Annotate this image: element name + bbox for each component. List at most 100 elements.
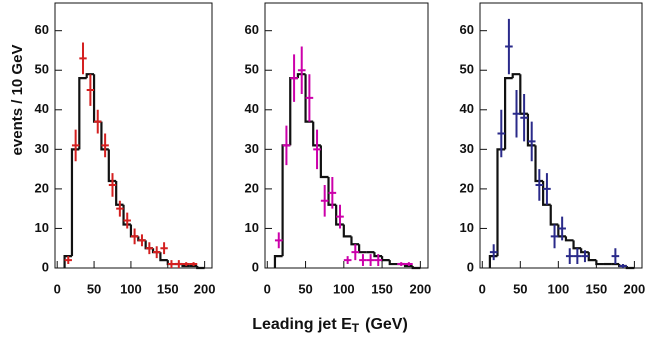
- histogram-bin: [159, 252, 168, 262]
- histogram-bin: [312, 121, 321, 147]
- y-tick-label: 30: [460, 141, 474, 156]
- y-tick-label: 40: [35, 101, 49, 116]
- y-tick-label: 40: [460, 101, 474, 116]
- y-tick-label: 50: [460, 62, 474, 77]
- data-point: [145, 242, 154, 255]
- histogram-bin: [373, 252, 383, 258]
- y-tick-label: 10: [35, 220, 49, 235]
- histogram-bin: [572, 240, 582, 250]
- data-point: [489, 244, 498, 261]
- histogram-bin: [519, 74, 528, 115]
- histogram-bin: [549, 204, 559, 226]
- histogram-bin: [122, 204, 131, 226]
- histogram-bin: [488, 255, 498, 268]
- data-point: [343, 256, 352, 265]
- histogram-bin: [78, 77, 87, 150]
- histogram-bin: [496, 148, 506, 257]
- histogram-bin: [350, 236, 360, 246]
- data-point: [64, 256, 72, 265]
- data-point: [397, 262, 406, 267]
- data-point: [320, 184, 329, 217]
- x-tick-label: 150: [586, 281, 608, 296]
- data-point: [520, 93, 528, 142]
- y-tick-label: 60: [460, 22, 474, 37]
- histogram-bin: [100, 121, 109, 151]
- data-point: [86, 74, 95, 106]
- y-tick-label: 30: [245, 141, 259, 156]
- histogram-bin: [564, 236, 574, 242]
- data-point: [328, 177, 337, 209]
- data-point: [619, 264, 627, 268]
- data-point: [274, 232, 283, 249]
- histogram-bin: [503, 77, 513, 150]
- x-tick-label: 200: [624, 281, 646, 296]
- x-tick-label: 0: [54, 281, 61, 296]
- y-tick-label: 50: [245, 62, 259, 77]
- histogram-bin: [580, 248, 589, 254]
- x-tick-label: 50: [87, 281, 101, 296]
- histogram-bin: [587, 252, 597, 262]
- data-point: [290, 54, 298, 102]
- histogram-bin: [304, 74, 314, 123]
- x-tick-label: 200: [194, 281, 216, 296]
- x-tick-label: 100: [333, 281, 355, 296]
- data-point: [573, 248, 582, 265]
- data-point: [167, 260, 176, 268]
- histogram-bin: [358, 244, 367, 254]
- x-tick-label: 0: [479, 281, 486, 296]
- data-point: [189, 262, 198, 267]
- data-point: [305, 74, 314, 122]
- data-point: [611, 248, 620, 265]
- plot-frame: [479, 2, 643, 269]
- y-tick-label: 60: [35, 22, 49, 37]
- data-point: [297, 46, 306, 94]
- plot-frame: [264, 2, 429, 269]
- histogram-bin: [388, 260, 398, 266]
- histogram-bin: [296, 73, 306, 79]
- x-tick-label: 50: [513, 281, 527, 296]
- data-point: [581, 250, 589, 263]
- data-point: [71, 129, 80, 162]
- data-point: [550, 224, 559, 249]
- data-point: [313, 129, 321, 170]
- y-tick-label: 0: [252, 259, 259, 274]
- y-axis-label: events / 10 GeV: [9, 45, 26, 156]
- data-point: [351, 244, 360, 261]
- x-tick-label: 100: [547, 281, 569, 296]
- x-label-sub: T: [352, 321, 360, 335]
- x-label-unit: (GeV): [365, 316, 408, 333]
- histogram-bin: [534, 145, 544, 183]
- histogram-bin: [625, 266, 635, 270]
- plot-frame: [54, 2, 213, 269]
- y-tick-label: 10: [460, 220, 474, 235]
- histogram-bin: [595, 260, 604, 266]
- data-point: [182, 262, 190, 267]
- data-point: [101, 133, 109, 158]
- data-point: [497, 109, 506, 158]
- data-point: [175, 260, 183, 268]
- x-tick-label: 200: [409, 281, 431, 296]
- x-tick-label: 50: [298, 281, 312, 296]
- data-point: [153, 246, 161, 259]
- histogram-bin: [342, 224, 352, 238]
- data-point: [108, 173, 117, 197]
- data-point: [123, 212, 131, 229]
- x-tick-label: 0: [264, 281, 271, 296]
- data-point: [138, 234, 146, 247]
- y-tick-label: 40: [245, 101, 259, 116]
- y-tick-label: 0: [42, 259, 49, 274]
- data-point: [527, 121, 536, 162]
- data-point: [374, 254, 383, 267]
- y-tick-label: 10: [245, 220, 259, 235]
- y-tick-label: 60: [245, 22, 259, 37]
- data-point: [512, 90, 521, 138]
- data-point: [94, 109, 102, 134]
- histogram-bin: [196, 266, 205, 270]
- x-tick-label: 150: [371, 281, 393, 296]
- histogram-bin: [526, 113, 536, 147]
- data-point: [116, 200, 124, 217]
- histogram-bin: [411, 266, 421, 270]
- data-point: [359, 254, 367, 267]
- data-point: [336, 204, 344, 229]
